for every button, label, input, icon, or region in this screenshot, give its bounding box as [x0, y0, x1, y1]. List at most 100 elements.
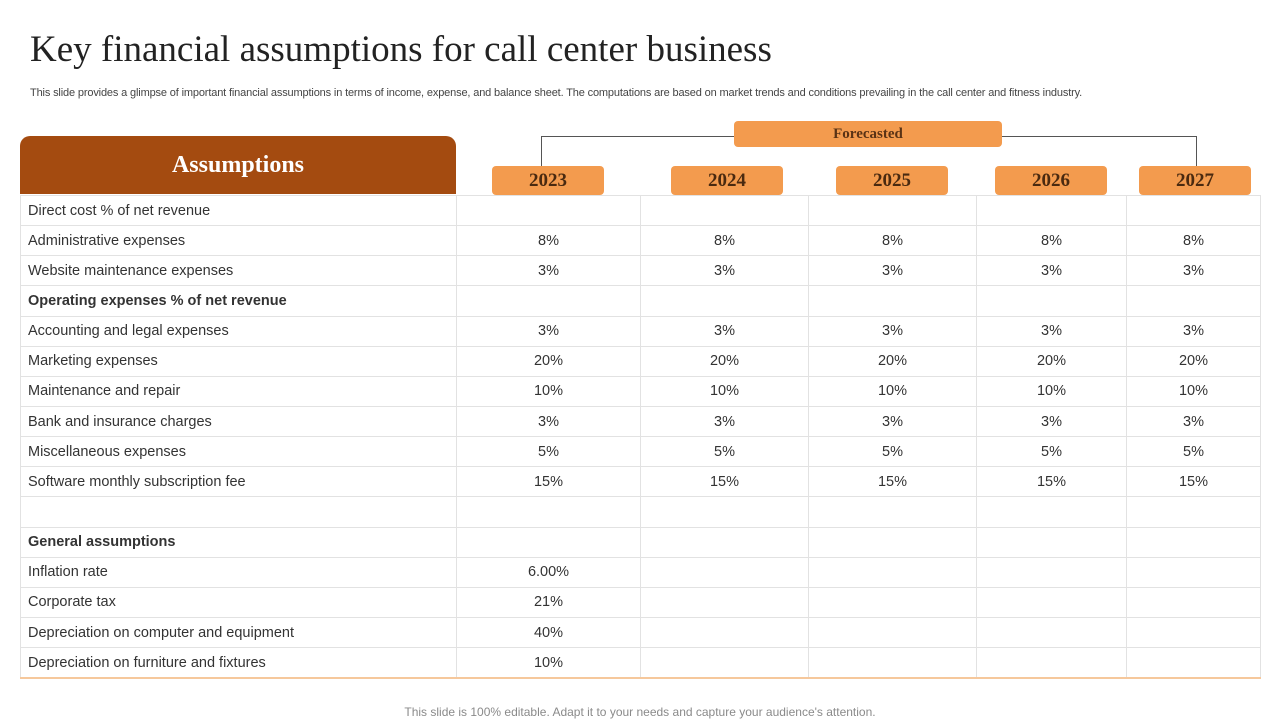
cell-2026 [976, 556, 1127, 588]
cell-2026: 3% [976, 315, 1127, 347]
table-row: Inflation rate 6.00% [20, 556, 1261, 588]
cell-2027: 15% [1126, 466, 1261, 498]
cell-2023: 8% [456, 225, 641, 257]
cell-2027 [1126, 586, 1261, 618]
table-row: Bank and insurance charges 3% 3% 3% 3% 3% [20, 405, 1261, 438]
row-label: Corporate tax [20, 586, 457, 618]
cell-2027: 20% [1126, 345, 1261, 377]
cell-2027: 10% [1126, 375, 1261, 407]
cell-2026: 20% [976, 345, 1127, 377]
assumptions-table: Direct cost % of net revenue Administrati… [20, 194, 1261, 680]
cell-2027: 3% [1126, 255, 1261, 287]
cell-2023 [456, 526, 641, 558]
cell-2024: 15% [640, 466, 809, 498]
year-header-2023: 2023 [492, 166, 604, 195]
cell-2027 [1126, 285, 1261, 317]
cell-2024 [640, 496, 809, 528]
assumptions-header: Assumptions [20, 136, 456, 194]
row-label: Marketing expenses [20, 345, 457, 377]
row-label: General assumptions [20, 526, 457, 558]
cell-2025: 3% [808, 255, 977, 287]
table-row: Direct cost % of net revenue [20, 194, 1261, 227]
cell-2024 [640, 647, 809, 680]
cell-2026 [976, 586, 1127, 618]
cell-2023: 15% [456, 466, 641, 498]
row-label: Inflation rate [20, 556, 457, 588]
footer-note: This slide is 100% editable. Adapt it to… [404, 705, 876, 719]
cell-2027 [1126, 526, 1261, 558]
table-row: Depreciation on furniture and fixtures 10… [20, 647, 1261, 680]
cell-2023: 3% [456, 405, 641, 438]
cell-2023: 40% [456, 616, 641, 649]
cell-2023: 6.00% [456, 556, 641, 588]
cell-2024: 10% [640, 375, 809, 407]
cell-2024 [640, 556, 809, 588]
cell-2027: 3% [1126, 405, 1261, 438]
cell-2026 [976, 285, 1127, 317]
cell-2025 [808, 194, 977, 227]
cell-2023: 3% [456, 255, 641, 287]
cell-2027 [1126, 496, 1261, 528]
cell-2023: 10% [456, 375, 641, 407]
cell-2026: 8% [976, 225, 1127, 257]
cell-2023 [456, 285, 641, 317]
forecast-bracket-right [1196, 136, 1197, 166]
page-subtitle: This slide provides a glimpse of importa… [30, 87, 1083, 99]
row-label: Depreciation on furniture and fixtures [20, 647, 457, 680]
cell-2023: 3% [456, 315, 641, 347]
table-row: General assumptions [20, 526, 1261, 558]
cell-2025 [808, 586, 977, 618]
cell-2025 [808, 496, 977, 528]
cell-2025 [808, 526, 977, 558]
row-label [20, 496, 457, 528]
row-label: Miscellaneous expenses [20, 436, 457, 468]
row-label: Operating expenses % of net revenue [20, 285, 457, 317]
cell-2027 [1126, 616, 1261, 649]
cell-2025: 3% [808, 315, 977, 347]
cell-2025: 20% [808, 345, 977, 377]
table-row: Website maintenance expenses 3% 3% 3% 3% 3% [20, 255, 1261, 287]
year-header-2024: 2024 [671, 166, 783, 195]
cell-2024: 8% [640, 225, 809, 257]
table-row: Accounting and legal expenses 3% 3% 3% 3% 3% [20, 315, 1261, 347]
table-row: Miscellaneous expenses 5% 5% 5% 5% 5% [20, 436, 1261, 468]
forecast-bracket-left [541, 136, 542, 166]
cell-2025: 5% [808, 436, 977, 468]
table-row: Administrative expenses 8% 8% 8% 8% 8% [20, 225, 1261, 257]
cell-2027: 5% [1126, 436, 1261, 468]
forecast-label: Forecasted [734, 121, 1002, 147]
table-row: Corporate tax 21% [20, 586, 1261, 618]
cell-2024: 5% [640, 436, 809, 468]
cell-2025 [808, 285, 977, 317]
cell-2024 [640, 285, 809, 317]
cell-2027 [1126, 194, 1261, 227]
cell-2023 [456, 194, 641, 227]
table-row: Operating expenses % of net revenue [20, 285, 1261, 317]
year-header-2027: 2027 [1139, 166, 1251, 195]
cell-2025: 10% [808, 375, 977, 407]
year-header-2025: 2025 [836, 166, 948, 195]
cell-2026 [976, 616, 1127, 649]
cell-2023: 21% [456, 586, 641, 618]
row-label: Software monthly subscription fee [20, 466, 457, 498]
cell-2025 [808, 556, 977, 588]
cell-2025: 15% [808, 466, 977, 498]
cell-2026 [976, 194, 1127, 227]
cell-2023: 20% [456, 345, 641, 377]
row-label: Accounting and legal expenses [20, 315, 457, 347]
cell-2024: 20% [640, 345, 809, 377]
cell-2026 [976, 647, 1127, 680]
cell-2027 [1126, 647, 1261, 680]
row-label: Website maintenance expenses [20, 255, 457, 287]
cell-2026: 3% [976, 255, 1127, 287]
cell-2024 [640, 616, 809, 649]
cell-2025: 8% [808, 225, 977, 257]
row-label: Administrative expenses [20, 225, 457, 257]
cell-2023: 10% [456, 647, 641, 680]
cell-2026 [976, 526, 1127, 558]
cell-2024 [640, 586, 809, 618]
cell-2023 [456, 496, 641, 528]
cell-2024: 3% [640, 315, 809, 347]
table-row: Software monthly subscription fee 15% 15% 1… [20, 466, 1261, 498]
cell-2024: 3% [640, 405, 809, 438]
